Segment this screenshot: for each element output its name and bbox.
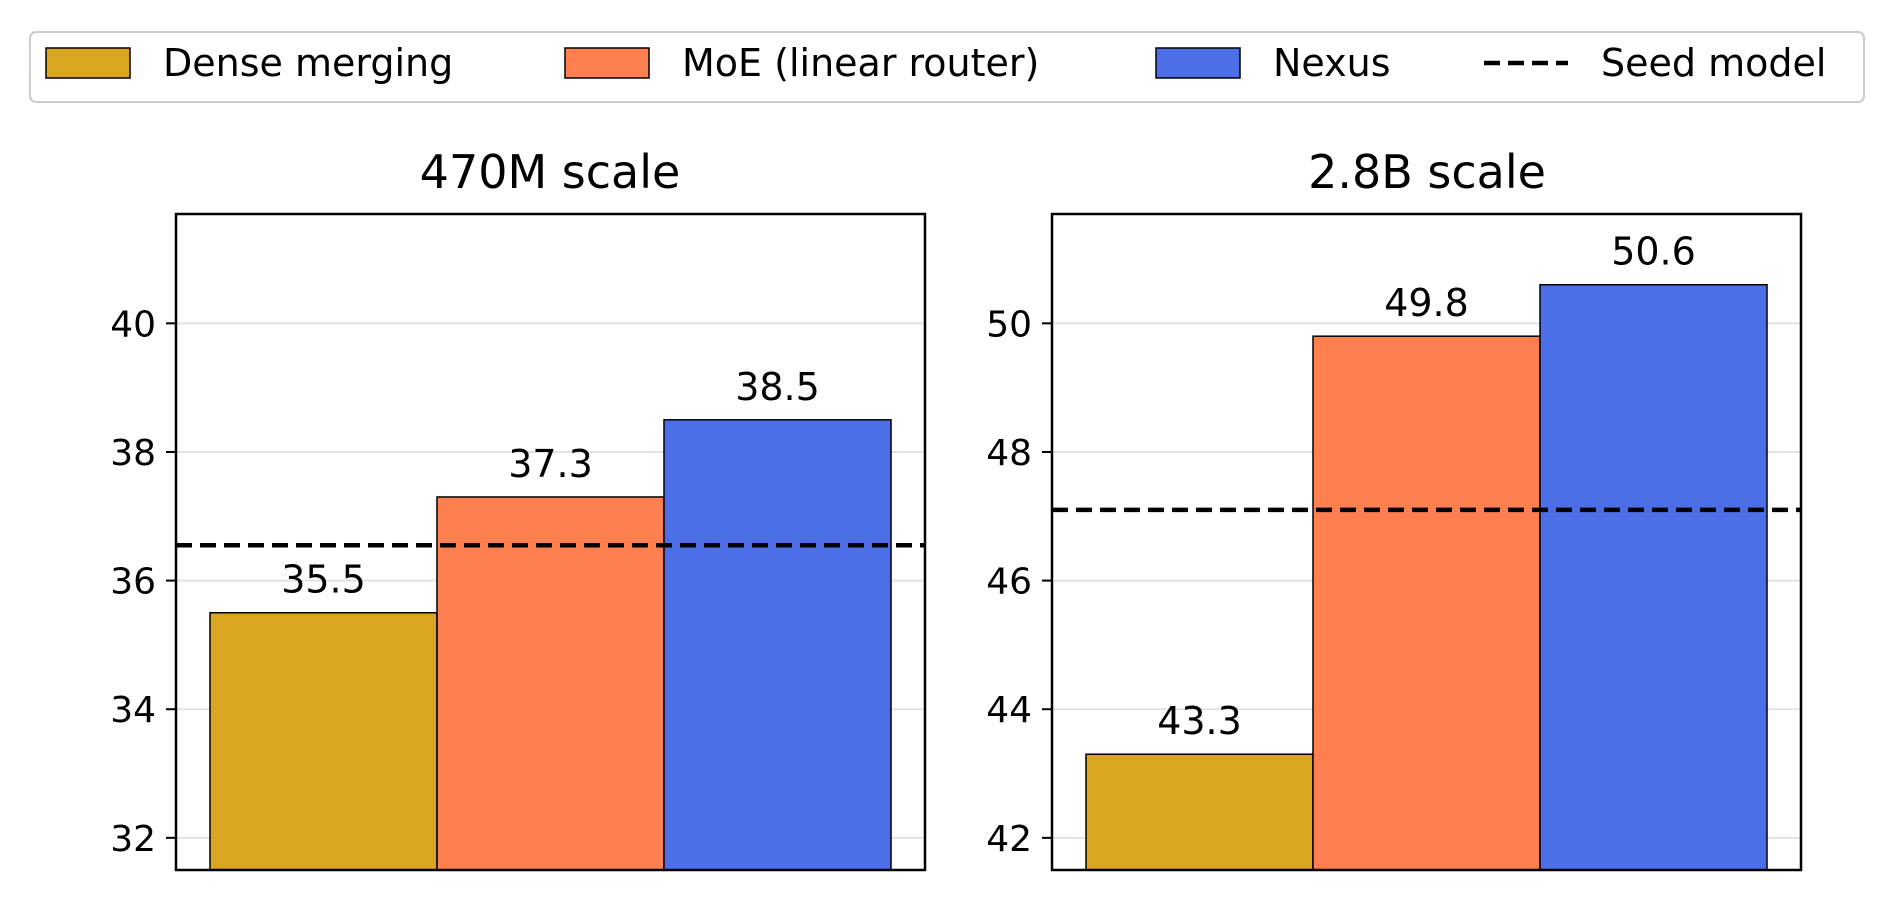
axes-frame bbox=[174, 212, 927, 872]
y-tick-label: 40 bbox=[110, 304, 156, 345]
chart-panel-2-8b: 2.8B scale 42 44 46 48 50 43.3 49.8 50.6 bbox=[986, 145, 1803, 872]
y-tick-label: 32 bbox=[110, 819, 156, 860]
legend-frame bbox=[29, 31, 1865, 103]
bar-dense-merging bbox=[209, 611, 438, 871]
legend-item-dense-merging: Dense merging bbox=[45, 41, 453, 85]
legend-item-moe-linear-router: MoE (linear router) bbox=[564, 41, 1039, 85]
data-label-moe-linear-router: 49.8 bbox=[1384, 281, 1469, 325]
data-label-moe-linear-router: 37.3 bbox=[508, 442, 593, 486]
legend-swatch-moe-linear-router bbox=[564, 47, 650, 79]
legend-swatch-dense-merging bbox=[45, 47, 131, 79]
data-label-dense-merging: 35.5 bbox=[281, 558, 366, 602]
bar-nexus bbox=[1539, 283, 1768, 871]
y-tick-label: 34 bbox=[110, 690, 156, 731]
chart-panel-470m: 470M scale 32 34 36 38 40 35.5 37.3 38.5 bbox=[110, 145, 927, 872]
panel-title-2-8b: 2.8B scale bbox=[1308, 145, 1546, 199]
y-tick-label: 46 bbox=[986, 562, 1032, 603]
data-label-nexus: 50.6 bbox=[1611, 230, 1696, 274]
y-tick-label: 48 bbox=[986, 433, 1032, 474]
legend-label-seed-model: Seed model bbox=[1601, 41, 1826, 85]
legend-label-dense-merging: Dense merging bbox=[163, 41, 453, 85]
bar-dense-merging bbox=[1085, 753, 1314, 871]
legend-swatch-nexus bbox=[1155, 47, 1241, 79]
y-tick-label: 42 bbox=[986, 819, 1032, 860]
bar-nexus bbox=[663, 419, 892, 871]
data-label-nexus: 38.5 bbox=[735, 365, 820, 409]
y-tick-label: 38 bbox=[110, 433, 156, 474]
axes-frame bbox=[1050, 212, 1803, 872]
y-tick-label: 50 bbox=[986, 304, 1032, 345]
legend-label-moe-linear-router: MoE (linear router) bbox=[682, 41, 1039, 85]
data-label-dense-merging: 43.3 bbox=[1157, 699, 1242, 743]
legend-label-nexus: Nexus bbox=[1273, 41, 1391, 85]
bar-moe-linear-router bbox=[1312, 335, 1541, 871]
legend-item-nexus: Nexus bbox=[1155, 41, 1391, 85]
y-tick-label: 36 bbox=[110, 562, 156, 603]
bar-moe-linear-router bbox=[436, 496, 665, 871]
legend: Dense merging MoE (linear router) Nexus … bbox=[29, 31, 1865, 103]
y-tick-label: 44 bbox=[986, 690, 1032, 731]
legend-item-seed-model: Seed model bbox=[1484, 41, 1826, 85]
panel-title-470m: 470M scale bbox=[420, 145, 681, 199]
